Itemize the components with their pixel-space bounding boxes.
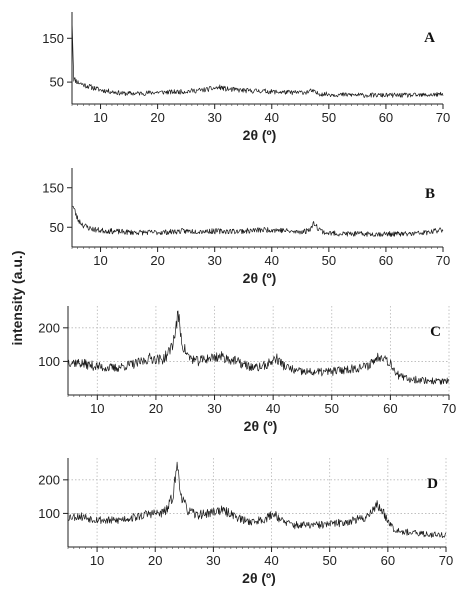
panel-b: 10 20 30 40 50 60 70 50 150 2θ (º) B xyxy=(42,168,450,286)
x-tick-label: 30 xyxy=(206,553,220,568)
y-tick-label: 200 xyxy=(38,472,60,487)
x-tick-label: 10 xyxy=(90,553,104,568)
xrd-series-line xyxy=(71,205,444,237)
x-tick-label: 10 xyxy=(93,253,107,268)
x-tick-label: 20 xyxy=(150,110,164,125)
panel-letter: C xyxy=(430,324,441,340)
y-tick-label: 100 xyxy=(38,354,60,369)
panel-letter: D xyxy=(427,476,438,492)
x-tick-label: 20 xyxy=(148,553,162,568)
x-tick-label: 50 xyxy=(322,253,336,268)
x-tick-label: 40 xyxy=(265,253,279,268)
figure-y-axis-label: intensity (a.u.) xyxy=(9,251,25,346)
x-axis-label: 2θ (º) xyxy=(242,570,276,586)
xrd-series-line xyxy=(67,461,447,539)
y-tick-label: 150 xyxy=(42,180,64,195)
x-tick-label: 70 xyxy=(436,253,450,268)
panel-c: 10 20 30 40 50 60 70 100 200 2θ (º) C xyxy=(38,306,456,434)
x-tick-label: 50 xyxy=(322,110,336,125)
x-tick-label: 30 xyxy=(207,253,221,268)
y-tick-label: 200 xyxy=(38,320,60,335)
x-axis-label: 2θ (º) xyxy=(243,127,277,143)
panel-letter: B xyxy=(425,186,435,202)
chart-panels: 10 20 30 40 50 60 70 50 150 2θ (º) A 10 20 30 40 50 60 70… xyxy=(38,12,456,586)
x-tick-label: 70 xyxy=(442,401,456,416)
x-tick-label: 30 xyxy=(207,110,221,125)
xrd-series-line xyxy=(71,19,444,98)
x-tick-label: 70 xyxy=(436,110,450,125)
x-tick-label: 50 xyxy=(322,553,336,568)
x-tick-label: 20 xyxy=(149,401,163,416)
xrd-series-line xyxy=(67,310,450,385)
y-tick-label: 50 xyxy=(50,75,64,90)
panel-d: 10 20 30 40 50 60 70 100 200 2θ (º) D xyxy=(38,458,453,586)
x-tick-label: 50 xyxy=(325,401,339,416)
x-tick-label: 60 xyxy=(379,110,393,125)
y-tick-label: 100 xyxy=(38,506,60,521)
x-tick-label: 40 xyxy=(265,110,279,125)
x-tick-label: 30 xyxy=(207,401,221,416)
x-tick-label: 40 xyxy=(264,553,278,568)
y-tick-label: 150 xyxy=(42,31,64,46)
x-tick-label: 60 xyxy=(379,253,393,268)
x-tick-label: 60 xyxy=(381,553,395,568)
x-tick-label: 20 xyxy=(150,253,164,268)
x-axis-label: 2θ (º) xyxy=(244,418,278,434)
panel-letter: A xyxy=(424,30,435,46)
panel-a: 10 20 30 40 50 60 70 50 150 2θ (º) A xyxy=(42,12,450,143)
x-tick-label: 60 xyxy=(383,401,397,416)
x-tick-label: 40 xyxy=(266,401,280,416)
x-tick-label: 10 xyxy=(90,401,104,416)
y-tick-label: 50 xyxy=(50,220,64,235)
x-tick-label: 10 xyxy=(93,110,107,125)
x-tick-label: 70 xyxy=(439,553,453,568)
x-axis-label: 2θ (º) xyxy=(243,270,277,286)
